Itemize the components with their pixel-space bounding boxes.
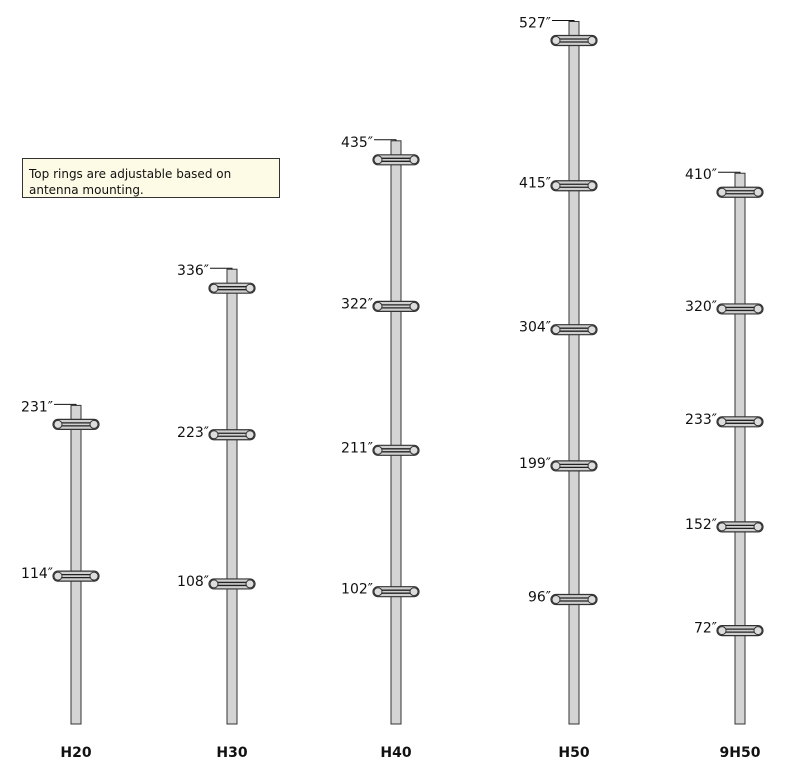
mounting-ring xyxy=(52,418,100,430)
pole-shaft xyxy=(734,172,746,725)
mounting-ring xyxy=(550,180,598,192)
ring-height-label: 410″ xyxy=(685,167,717,183)
ring-height-label: 96″ xyxy=(528,589,551,605)
ring-height-label: 231″ xyxy=(21,399,53,415)
mounting-ring xyxy=(52,570,100,582)
pole-model-label: H20 xyxy=(60,745,91,761)
ring-height-label: 415″ xyxy=(519,176,551,192)
leader-line xyxy=(54,403,77,406)
ring-height-label: 199″ xyxy=(519,456,551,472)
ring-height-label: 336″ xyxy=(177,263,209,279)
leader-line xyxy=(374,139,397,141)
mounting-ring xyxy=(716,186,764,198)
ring-height-label: 233″ xyxy=(685,412,717,428)
mounting-ring xyxy=(716,625,764,637)
ring-height-label: 72″ xyxy=(694,621,717,637)
mounting-ring xyxy=(716,521,764,533)
ring-height-label: 527″ xyxy=(519,15,551,31)
mounting-ring xyxy=(716,303,764,315)
ring-height-label: 108″ xyxy=(177,574,209,590)
pole-shaft xyxy=(70,404,82,725)
mounting-ring xyxy=(550,460,598,472)
pole-model-label: 9H50 xyxy=(720,745,761,761)
ring-height-label: 435″ xyxy=(341,135,373,151)
ring-height-label: 114″ xyxy=(21,566,53,582)
adjustable-rings-note: Top rings are adjustable based on antenn… xyxy=(22,158,280,198)
ring-height-label: 320″ xyxy=(685,299,717,315)
ring-height-label: 223″ xyxy=(177,425,209,441)
mounting-ring xyxy=(372,586,420,598)
pole-model-label: H30 xyxy=(216,745,247,761)
mounting-ring xyxy=(550,34,598,47)
ring-height-label: 304″ xyxy=(519,320,551,336)
pole-model-label: H40 xyxy=(380,745,411,761)
mounting-ring xyxy=(208,282,256,294)
mounting-ring xyxy=(372,444,420,456)
pole-h50: 527″ 415″ 304″ 199″ 96″ H50 xyxy=(519,15,598,761)
ring-height-label: 211″ xyxy=(341,440,373,456)
leader-line xyxy=(718,171,741,174)
pole-model-label: H50 xyxy=(558,745,589,761)
pole-h20: 231″ 114″ H20 xyxy=(21,399,100,761)
mounting-ring xyxy=(372,300,420,312)
mounting-ring xyxy=(208,578,256,590)
mounting-ring xyxy=(372,154,420,166)
pole-shaft xyxy=(390,140,402,725)
mounting-ring xyxy=(716,416,764,428)
ring-height-label: 322″ xyxy=(341,296,373,312)
pole-h40: 435″ 322″ 211″ 102″ H40 xyxy=(341,135,420,761)
leader-line xyxy=(552,19,575,22)
ring-height-label: 102″ xyxy=(341,582,373,598)
mounting-ring xyxy=(550,593,598,606)
pole-shaft xyxy=(568,20,580,725)
pole-9h50: 410″ 320″ 233″ 152″ 72″ 9H50 xyxy=(685,167,764,761)
mounting-ring xyxy=(208,429,256,441)
pole-h30: 336″ 223″ 108″ H30 xyxy=(177,263,256,761)
mounting-ring xyxy=(550,324,598,336)
ring-height-label: 152″ xyxy=(685,517,717,533)
pole-shaft xyxy=(226,268,238,725)
leader-line xyxy=(210,267,233,270)
